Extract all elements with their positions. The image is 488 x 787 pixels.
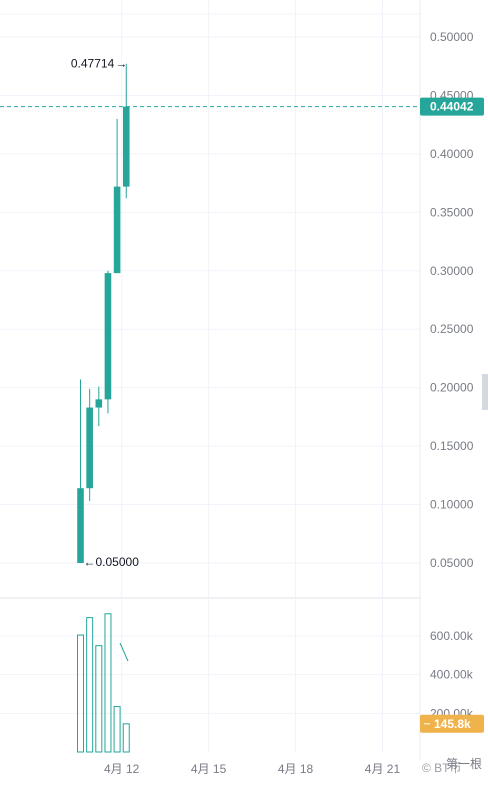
watermark: © BT币 <box>422 761 462 775</box>
volume-bar <box>86 617 94 753</box>
scroll-handle[interactable] <box>482 374 488 410</box>
candle-body <box>122 106 130 187</box>
price-tick-label: 0.10000 <box>430 498 474 512</box>
price-tick-label: 0.05000 <box>430 556 474 570</box>
price-tick-label: 0.35000 <box>430 205 474 219</box>
moving-average <box>119 642 129 662</box>
volume-tick-label: 400.00k <box>430 668 474 682</box>
high-arrow-icon: → <box>115 57 127 71</box>
volume-bar <box>113 706 121 753</box>
time-axis: 4月 12 4月 15 4月 18 4月 21 <box>104 762 400 776</box>
price-tick-label: 0.15000 <box>430 439 474 453</box>
price-tick-label: 0.50000 <box>430 30 474 44</box>
candle-body <box>104 273 112 400</box>
price-tick-label: 0.30000 <box>430 264 474 278</box>
corner-label: 第一根 <box>446 757 482 771</box>
candle-body <box>113 186 121 274</box>
ma-line <box>119 642 129 662</box>
price-markers: 0.44042 0.47714 → ← 0.05000 145.8k <box>0 57 484 733</box>
volume-bars <box>77 613 130 753</box>
time-tick-label: 4月 12 <box>104 762 140 776</box>
grid-lines <box>0 0 420 752</box>
last-price-badge: 0.44042 <box>420 97 484 116</box>
low-price-label: 0.05000 <box>96 555 140 569</box>
candle-body <box>86 407 93 489</box>
last-price-badge-bg <box>420 97 484 116</box>
high-price-label: 0.47714 <box>71 57 115 71</box>
time-tick-label: 4月 18 <box>278 762 314 776</box>
price-tick-label: 0.20000 <box>430 381 474 395</box>
time-tick-label: 4月 21 <box>365 762 401 776</box>
time-tick-label: 4月 15 <box>191 762 227 776</box>
price-tick-label: 0.40000 <box>430 147 474 161</box>
volume-tick-label: 600.00k <box>430 629 474 643</box>
volume-bar <box>77 634 84 753</box>
candle-body <box>77 488 84 563</box>
low-arrow-icon: ← <box>84 555 96 569</box>
volume-bar <box>122 723 130 753</box>
candles <box>77 63 130 563</box>
volume-bar <box>95 645 103 753</box>
last-volume-badge-bg <box>420 714 484 733</box>
volume-bar <box>104 613 112 753</box>
last-volume-badge: 145.8k <box>420 714 484 733</box>
price-tick-label: 0.25000 <box>430 322 474 336</box>
last-volume-label: 145.8k <box>434 717 471 731</box>
candle-body <box>95 399 103 408</box>
last-price-label: 0.44042 <box>430 100 474 114</box>
